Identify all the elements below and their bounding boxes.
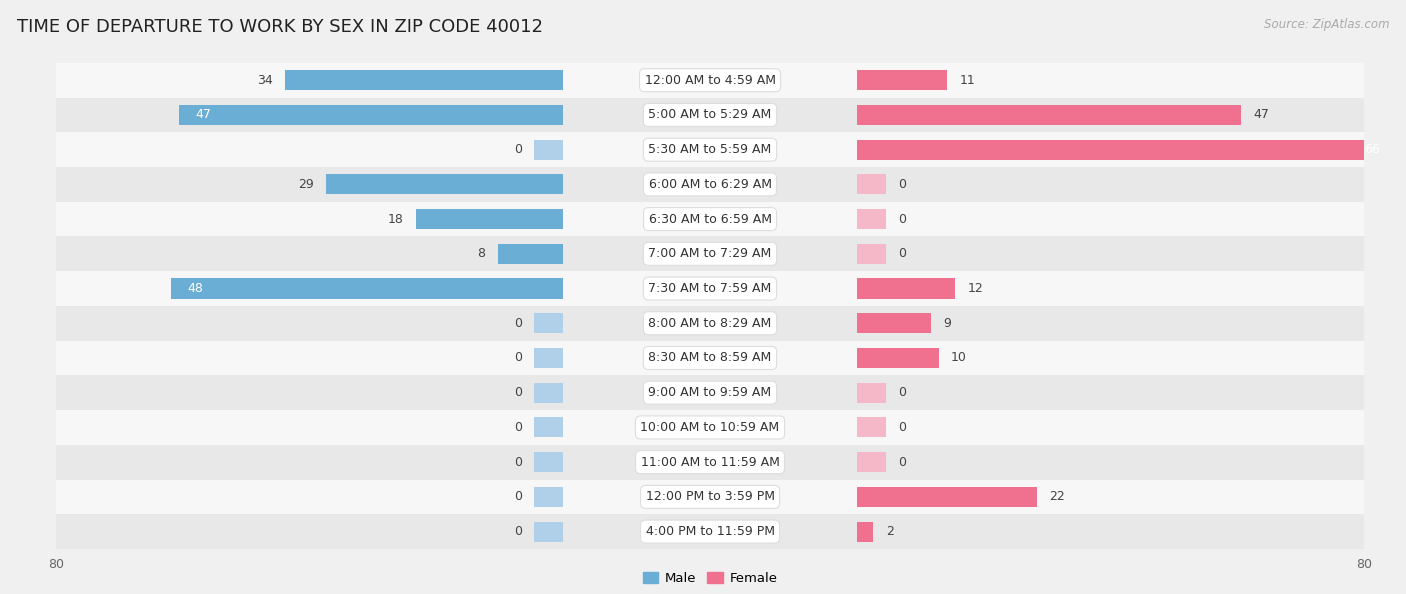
Text: Source: ZipAtlas.com: Source: ZipAtlas.com [1264, 18, 1389, 31]
Text: 0: 0 [515, 386, 522, 399]
Text: 29: 29 [298, 178, 314, 191]
Bar [858, 383, 886, 403]
Text: 0: 0 [898, 456, 905, 469]
Text: 11:00 AM to 11:59 AM: 11:00 AM to 11:59 AM [641, 456, 779, 469]
Bar [858, 174, 886, 194]
Text: 0: 0 [515, 352, 522, 365]
Text: 7:00 AM to 7:29 AM: 7:00 AM to 7:29 AM [648, 247, 772, 260]
Bar [56, 375, 1364, 410]
Bar [56, 202, 1364, 236]
Bar [416, 209, 562, 229]
Text: 9: 9 [943, 317, 950, 330]
Bar [56, 479, 1364, 514]
Bar [534, 452, 562, 472]
Bar [534, 418, 562, 438]
Text: 0: 0 [515, 421, 522, 434]
Text: 66: 66 [1364, 143, 1381, 156]
Bar [534, 522, 562, 542]
Bar [56, 63, 1364, 97]
Bar [56, 271, 1364, 306]
Text: 12:00 PM to 3:59 PM: 12:00 PM to 3:59 PM [645, 491, 775, 503]
Text: 0: 0 [515, 143, 522, 156]
Bar [56, 340, 1364, 375]
Text: 7:30 AM to 7:59 AM: 7:30 AM to 7:59 AM [648, 282, 772, 295]
Text: 8: 8 [477, 247, 485, 260]
Text: 5:30 AM to 5:59 AM: 5:30 AM to 5:59 AM [648, 143, 772, 156]
Text: 6:30 AM to 6:59 AM: 6:30 AM to 6:59 AM [648, 213, 772, 226]
Bar [534, 313, 562, 333]
Bar [858, 348, 939, 368]
Bar [858, 313, 931, 333]
Text: TIME OF DEPARTURE TO WORK BY SEX IN ZIP CODE 40012: TIME OF DEPARTURE TO WORK BY SEX IN ZIP … [17, 18, 543, 36]
Text: 0: 0 [898, 178, 905, 191]
Text: 10:00 AM to 10:59 AM: 10:00 AM to 10:59 AM [641, 421, 779, 434]
Bar [858, 105, 1241, 125]
Text: 11: 11 [959, 74, 974, 87]
Text: 2: 2 [886, 525, 894, 538]
Bar [534, 348, 562, 368]
Bar [498, 244, 562, 264]
Text: 0: 0 [898, 421, 905, 434]
Text: 12: 12 [967, 282, 983, 295]
Bar [170, 279, 562, 299]
Bar [56, 167, 1364, 202]
Bar [858, 279, 955, 299]
Text: 48: 48 [187, 282, 202, 295]
Bar [56, 514, 1364, 549]
Bar [858, 244, 886, 264]
Text: 8:00 AM to 8:29 AM: 8:00 AM to 8:29 AM [648, 317, 772, 330]
Text: 0: 0 [898, 386, 905, 399]
Text: 5:00 AM to 5:29 AM: 5:00 AM to 5:29 AM [648, 109, 772, 121]
Bar [534, 383, 562, 403]
Text: 18: 18 [388, 213, 404, 226]
Text: 47: 47 [195, 109, 211, 121]
Text: 0: 0 [898, 213, 905, 226]
Text: 0: 0 [515, 491, 522, 503]
Bar [326, 174, 562, 194]
Bar [858, 487, 1038, 507]
Text: 12:00 AM to 4:59 AM: 12:00 AM to 4:59 AM [644, 74, 776, 87]
Text: 6:00 AM to 6:29 AM: 6:00 AM to 6:29 AM [648, 178, 772, 191]
Bar [858, 418, 886, 438]
Text: 10: 10 [950, 352, 967, 365]
Text: 9:00 AM to 9:59 AM: 9:00 AM to 9:59 AM [648, 386, 772, 399]
Text: 47: 47 [1254, 109, 1270, 121]
Bar [285, 70, 562, 90]
Bar [56, 236, 1364, 271]
Bar [858, 140, 1396, 160]
Text: 0: 0 [515, 525, 522, 538]
Legend: Male, Female: Male, Female [637, 567, 783, 590]
Bar [858, 70, 948, 90]
Text: 0: 0 [515, 317, 522, 330]
Bar [858, 452, 886, 472]
Text: 8:30 AM to 8:59 AM: 8:30 AM to 8:59 AM [648, 352, 772, 365]
Text: 34: 34 [257, 74, 273, 87]
Bar [56, 97, 1364, 132]
Text: 0: 0 [898, 247, 905, 260]
Bar [179, 105, 562, 125]
Text: 0: 0 [515, 456, 522, 469]
Bar [56, 445, 1364, 479]
Bar [534, 140, 562, 160]
Bar [858, 522, 873, 542]
Bar [534, 487, 562, 507]
Bar [56, 306, 1364, 340]
Bar [56, 132, 1364, 167]
Bar [56, 410, 1364, 445]
Text: 4:00 PM to 11:59 PM: 4:00 PM to 11:59 PM [645, 525, 775, 538]
Text: 22: 22 [1049, 491, 1064, 503]
Bar [858, 209, 886, 229]
